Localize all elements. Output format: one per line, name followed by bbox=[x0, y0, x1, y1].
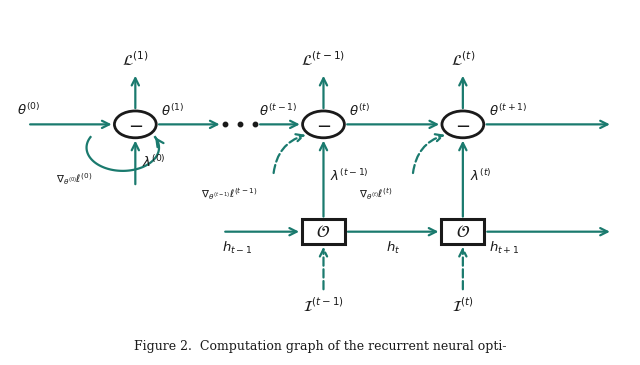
Text: $\theta^{(t+1)}$: $\theta^{(t+1)}$ bbox=[489, 103, 527, 119]
Text: $\theta^{(t-1)}$: $\theta^{(t-1)}$ bbox=[259, 103, 298, 119]
Text: $\nabla_{\theta^{(0)}}\ell^{(0)}$: $\nabla_{\theta^{(0)}}\ell^{(0)}$ bbox=[56, 171, 92, 187]
Text: $\mathcal{O}$: $\mathcal{O}$ bbox=[456, 223, 470, 241]
Text: $\nabla_{\theta^{(t-1)}}\ell^{(t-1)}$: $\nabla_{\theta^{(t-1)}}\ell^{(t-1)}$ bbox=[201, 186, 258, 202]
Text: $\mathcal{L}^{(1)}$: $\mathcal{L}^{(1)}$ bbox=[122, 51, 148, 69]
Circle shape bbox=[115, 111, 156, 138]
Text: $\lambda^{(t)}$: $\lambda^{(t)}$ bbox=[470, 168, 492, 184]
Circle shape bbox=[303, 111, 344, 138]
Text: $\lambda^{(0)}$: $\lambda^{(0)}$ bbox=[142, 154, 166, 170]
Text: $\nabla_{\theta^{(t)}}\ell^{(t)}$: $\nabla_{\theta^{(t)}}\ell^{(t)}$ bbox=[359, 186, 392, 202]
Text: $\theta^{(t)}$: $\theta^{(t)}$ bbox=[349, 103, 371, 119]
Text: $\mathcal{L}^{(t-1)}$: $\mathcal{L}^{(t-1)}$ bbox=[301, 51, 346, 69]
Text: $h_t$: $h_t$ bbox=[386, 240, 401, 256]
Text: $-$: $-$ bbox=[128, 116, 143, 134]
Text: $\mathcal{I}^{(t-1)}$: $\mathcal{I}^{(t-1)}$ bbox=[303, 296, 344, 315]
Text: $-$: $-$ bbox=[455, 116, 470, 134]
Text: $\lambda^{(t-1)}$: $\lambda^{(t-1)}$ bbox=[330, 168, 369, 184]
Circle shape bbox=[442, 111, 484, 138]
Text: $\theta^{(1)}$: $\theta^{(1)}$ bbox=[161, 103, 184, 119]
Text: $\mathcal{L}^{(t)}$: $\mathcal{L}^{(t)}$ bbox=[451, 51, 475, 69]
Text: $\theta^{(0)}$: $\theta^{(0)}$ bbox=[17, 102, 40, 118]
Text: $h_{t+1}$: $h_{t+1}$ bbox=[490, 240, 520, 256]
Text: $\mathcal{I}^{(t)}$: $\mathcal{I}^{(t)}$ bbox=[452, 296, 474, 315]
Text: Figure 2.  Computation graph of the recurrent neural opti-: Figure 2. Computation graph of the recur… bbox=[134, 340, 506, 353]
Text: $-$: $-$ bbox=[316, 116, 331, 134]
FancyBboxPatch shape bbox=[441, 219, 484, 244]
Text: $h_{t-1}$: $h_{t-1}$ bbox=[223, 240, 253, 256]
FancyBboxPatch shape bbox=[302, 219, 345, 244]
Text: $\mathcal{O}$: $\mathcal{O}$ bbox=[316, 223, 330, 241]
